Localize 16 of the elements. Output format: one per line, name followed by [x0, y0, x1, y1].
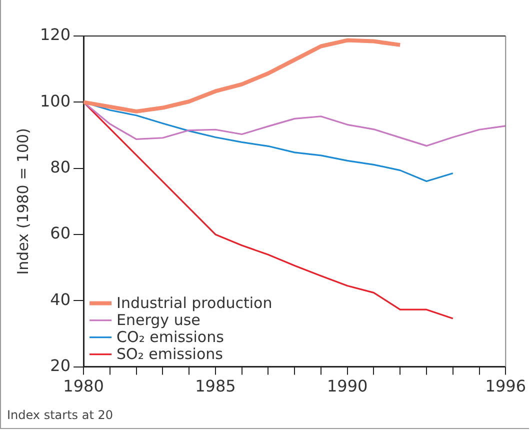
y-tick-label: 120 — [40, 25, 71, 44]
x-tick-label: 1980 — [63, 376, 104, 396]
y-tick-label: 40 — [50, 290, 71, 309]
legend-label: Energy use — [116, 311, 200, 330]
x-tick-label: 1990 — [326, 376, 368, 396]
text: Index starts at 20 — [7, 408, 114, 422]
legend-label: Industrial production — [116, 294, 272, 312]
y-axis-title: Index (1980 = 100) — [14, 128, 32, 275]
y-tick-label: 80 — [50, 157, 71, 176]
y-tick-label: 60 — [50, 224, 71, 243]
legend-label: CO₂ emissions — [116, 328, 224, 346]
legend-label: SO₂ emissions — [116, 345, 224, 364]
x-tick-label: 1996 — [485, 376, 526, 396]
y-tick-label: 100 — [40, 91, 71, 110]
x-tick-label: 1985 — [195, 376, 236, 396]
y-tick-label: 20 — [50, 356, 71, 375]
